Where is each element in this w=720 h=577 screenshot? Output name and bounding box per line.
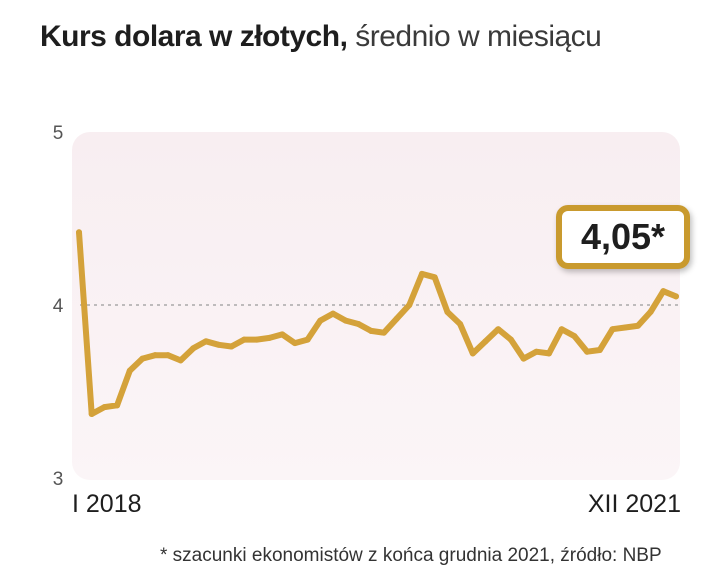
data-point xyxy=(431,274,438,281)
y-tick-label: 4 xyxy=(53,296,64,317)
data-point xyxy=(215,341,222,348)
data-point xyxy=(584,348,591,355)
data-point xyxy=(634,322,641,329)
data-point xyxy=(139,355,146,362)
data-point xyxy=(101,404,108,411)
data-point xyxy=(495,326,502,333)
data-point xyxy=(368,327,375,334)
data-point xyxy=(164,352,171,359)
data-point xyxy=(177,357,184,364)
data-point xyxy=(482,338,489,345)
data-point xyxy=(469,350,476,357)
y-tick-label: 3 xyxy=(53,469,64,490)
data-point xyxy=(406,302,413,308)
data-point xyxy=(342,317,349,324)
data-point xyxy=(596,346,603,353)
data-point xyxy=(76,229,82,236)
data-point xyxy=(647,308,654,315)
data-point xyxy=(660,288,667,295)
data-point xyxy=(571,333,578,340)
data-point xyxy=(355,321,362,328)
data-point xyxy=(520,355,527,362)
data-point xyxy=(291,340,298,347)
data-point xyxy=(88,410,95,417)
data-point xyxy=(152,352,159,359)
data-point xyxy=(330,310,337,317)
x-tick-label: I 2018 xyxy=(72,490,142,518)
chart-title-bold: Kurs dolara w złotych, xyxy=(40,20,348,53)
data-point xyxy=(228,343,235,350)
data-point xyxy=(622,324,629,331)
data-point xyxy=(380,329,387,336)
plot-area xyxy=(72,132,680,480)
data-point xyxy=(393,315,400,322)
data-point xyxy=(253,336,260,343)
data-point xyxy=(190,345,197,352)
callout-value-badge: 4,05* xyxy=(556,205,690,269)
data-point xyxy=(279,331,286,338)
data-point xyxy=(114,402,121,409)
data-point xyxy=(444,308,451,315)
data-point xyxy=(241,336,248,343)
data-point xyxy=(533,348,540,355)
chart-title-light: średnio w miesiącu xyxy=(355,20,602,53)
data-point xyxy=(304,336,311,343)
data-point xyxy=(558,326,565,333)
y-tick-label: 5 xyxy=(53,123,64,144)
data-point xyxy=(266,334,273,341)
data-point xyxy=(126,367,133,374)
data-point xyxy=(418,270,425,277)
source-footnote: * szacunki ekonomistów z końca grudnia 2… xyxy=(160,545,662,566)
data-point xyxy=(545,350,552,357)
data-point xyxy=(507,336,514,343)
chart-title: Kurs dolara w złotych, średnio w miesiąc… xyxy=(40,20,602,54)
data-point xyxy=(457,321,464,328)
data-point xyxy=(609,326,616,333)
data-point xyxy=(203,338,210,345)
data-point xyxy=(673,293,679,300)
data-point xyxy=(317,317,324,324)
x-tick-label: XII 2021 xyxy=(588,490,681,518)
